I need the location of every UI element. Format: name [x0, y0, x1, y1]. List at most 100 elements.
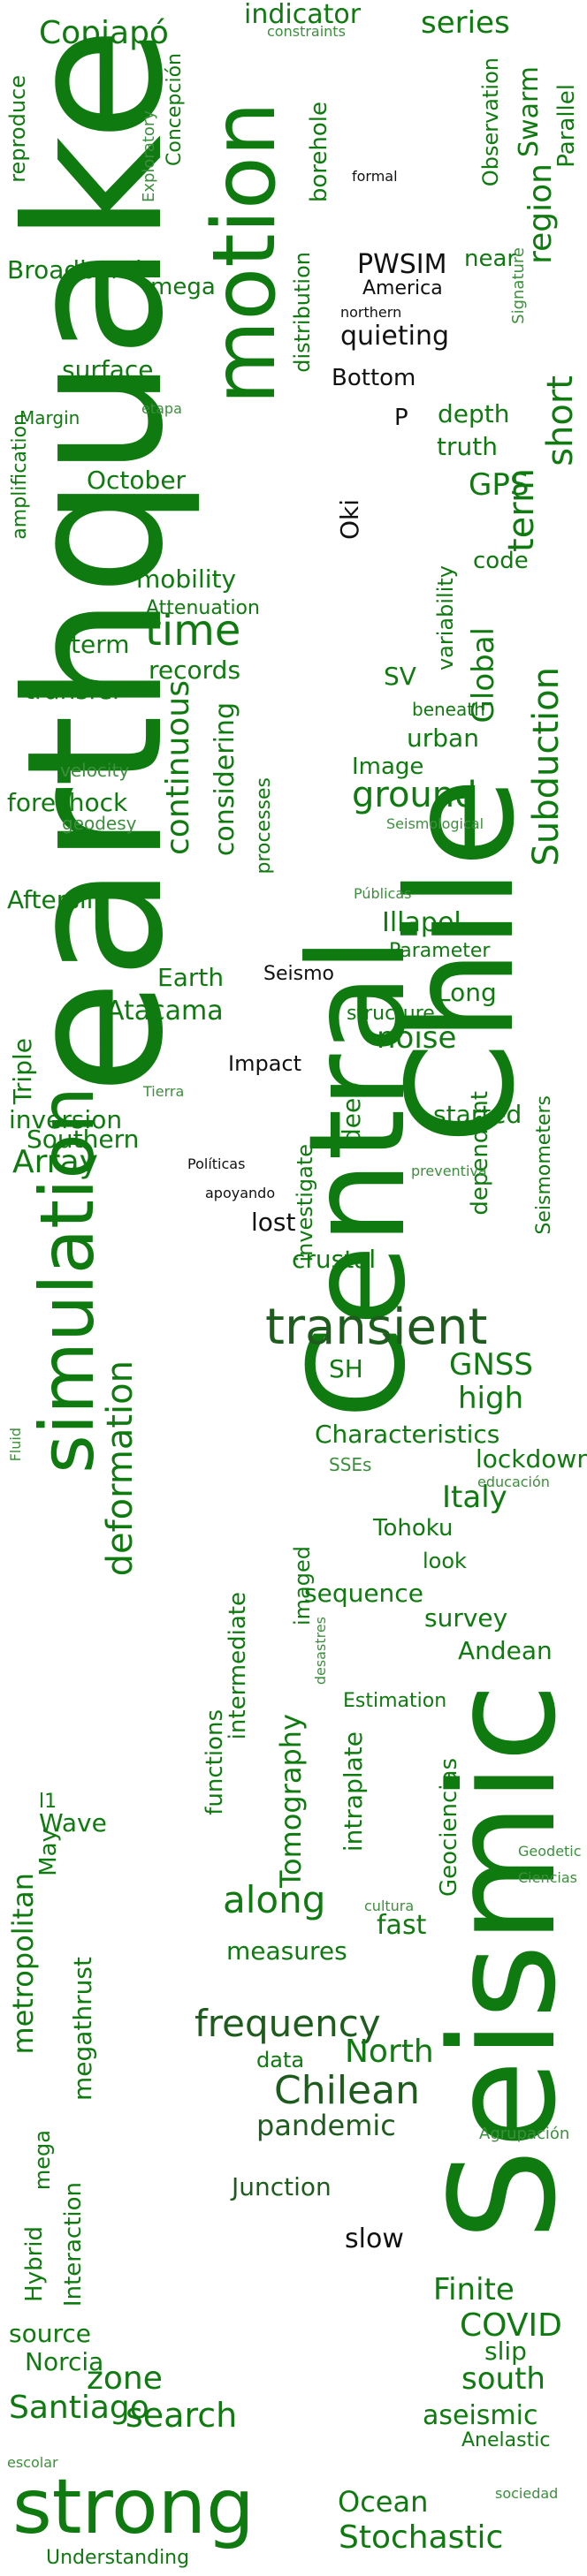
- word-w138: Hybrid: [21, 2226, 48, 2302]
- word-w150: sociedad: [495, 2485, 559, 2502]
- word-w72: Afterslip: [7, 885, 110, 914]
- word-w53: time: [145, 606, 241, 655]
- word-w9: Subduction: [526, 667, 567, 867]
- word-w146: Santiago: [9, 2390, 149, 2426]
- word-w65: Image: [352, 754, 424, 780]
- word-w64: velocity: [60, 760, 130, 781]
- word-w124: Ciencias: [518, 1869, 577, 1886]
- word-w27: formal: [352, 168, 398, 185]
- word-w119: l1: [39, 1791, 57, 1813]
- word-w92: preventiva: [411, 1163, 487, 1179]
- word-w144: Norcia: [25, 2347, 104, 2376]
- word-w116: Tomography: [274, 1714, 308, 1889]
- word-w145: south: [461, 2361, 545, 2397]
- word-w61: beneath: [412, 699, 485, 720]
- word-w140: Finite: [433, 2272, 515, 2307]
- word-w45: short: [540, 375, 581, 466]
- word-w133: pandemic: [256, 2109, 396, 2142]
- word-w22: Parallel: [553, 84, 580, 168]
- word-w100: Fluid: [7, 1428, 24, 1462]
- word-w23: region: [522, 163, 559, 264]
- word-w102: SSEs: [329, 1454, 372, 1475]
- word-w67: foreshock: [7, 788, 128, 817]
- word-w51: mobility: [136, 564, 237, 594]
- word-w142: source: [9, 2319, 91, 2348]
- word-w132: Chilean: [274, 2068, 420, 2113]
- word-w43: depth: [438, 399, 510, 428]
- word-w60: SV: [384, 662, 416, 691]
- word-w125: along: [223, 1878, 326, 1921]
- word-w91: Seismometers: [533, 1095, 555, 1235]
- word-w90: dependent: [467, 1091, 493, 1216]
- word-w5: motion: [194, 102, 295, 405]
- word-w49: Oki: [335, 499, 364, 541]
- word-w151: Ocean: [338, 2485, 429, 2519]
- word-w85: Southern: [27, 1125, 140, 1154]
- word-w12: search: [126, 2396, 238, 2435]
- word-w32: Signature: [509, 247, 528, 324]
- word-w69: geodesy: [62, 813, 137, 834]
- word-w76: Seismo: [263, 963, 334, 985]
- word-w121: May: [35, 1829, 62, 1876]
- word-w29: America: [362, 277, 443, 299]
- word-w40: Margin: [19, 407, 80, 428]
- word-w34: mega: [150, 274, 216, 300]
- word-w38: surface: [62, 355, 154, 384]
- word-w36: quieting: [340, 321, 450, 352]
- word-w13: zone: [87, 2360, 163, 2397]
- word-w105: Italy: [442, 1480, 507, 1515]
- word-w89: Políticas: [187, 1155, 246, 1172]
- word-w147: aseismic: [423, 2400, 538, 2431]
- word-w30: northern: [340, 304, 402, 321]
- word-w18: constraints: [267, 23, 346, 40]
- word-w25: Exploratory: [140, 110, 158, 203]
- word-w112: desastres: [312, 1617, 329, 1686]
- word-w15: Copiapó: [39, 15, 169, 51]
- word-w96: crustal: [292, 1245, 377, 1274]
- word-w59: transfer: [25, 676, 123, 705]
- word-w41: amplification: [9, 413, 31, 540]
- word-w7: strong: [12, 2463, 255, 2551]
- word-w1: earthquake: [0, 27, 204, 1095]
- word-w111: intermediate: [225, 1592, 251, 1740]
- word-w118: Geociencias: [436, 1758, 462, 1898]
- word-w87: started: [433, 1100, 522, 1129]
- word-w114: Estimation: [343, 1690, 447, 1712]
- word-w19: Concepción: [164, 53, 186, 166]
- word-w68: ground: [352, 775, 477, 815]
- word-w134: Agrupación: [479, 2125, 570, 2143]
- word-w48: GPS: [469, 467, 530, 503]
- word-w130: data: [256, 2048, 305, 2072]
- word-w52: Attenuation: [146, 597, 260, 619]
- word-w56: term: [71, 630, 130, 659]
- word-w113: Andean: [458, 1636, 553, 1665]
- word-w31: near: [464, 246, 517, 272]
- word-w86: deep: [337, 1082, 366, 1144]
- word-w66: processes: [253, 777, 275, 875]
- word-w26: borehole: [306, 102, 332, 203]
- word-w63: considering: [210, 702, 240, 857]
- word-w88: Array: [12, 1144, 98, 1180]
- word-w28: PWSIM: [357, 249, 447, 280]
- word-w81: Triple: [8, 1038, 37, 1105]
- word-w14: Stochastic: [339, 2519, 504, 2556]
- word-w115: functions: [202, 1709, 228, 1815]
- word-w80: noise: [377, 1020, 457, 1056]
- word-w137: Junction: [232, 2172, 332, 2201]
- word-w62: urban: [407, 724, 479, 753]
- word-w10: deformation: [100, 1360, 141, 1577]
- word-w79: structure: [347, 1003, 435, 1025]
- word-w17: series: [421, 5, 510, 41]
- word-w33: Broadband: [7, 255, 142, 284]
- word-w57: records: [149, 655, 241, 685]
- word-w143: slip: [484, 2337, 527, 2366]
- word-w58: continuous: [160, 680, 196, 855]
- word-w120: Wave: [39, 1808, 107, 1837]
- word-w122: metropolitan: [6, 1873, 40, 2055]
- word-w35: distribution: [290, 252, 315, 373]
- word-w123: Geodetic: [518, 1843, 582, 1860]
- word-w98: GNSS: [449, 1347, 533, 1383]
- word-w8: transient: [265, 1299, 488, 1356]
- word-w37: Bottom: [332, 365, 416, 391]
